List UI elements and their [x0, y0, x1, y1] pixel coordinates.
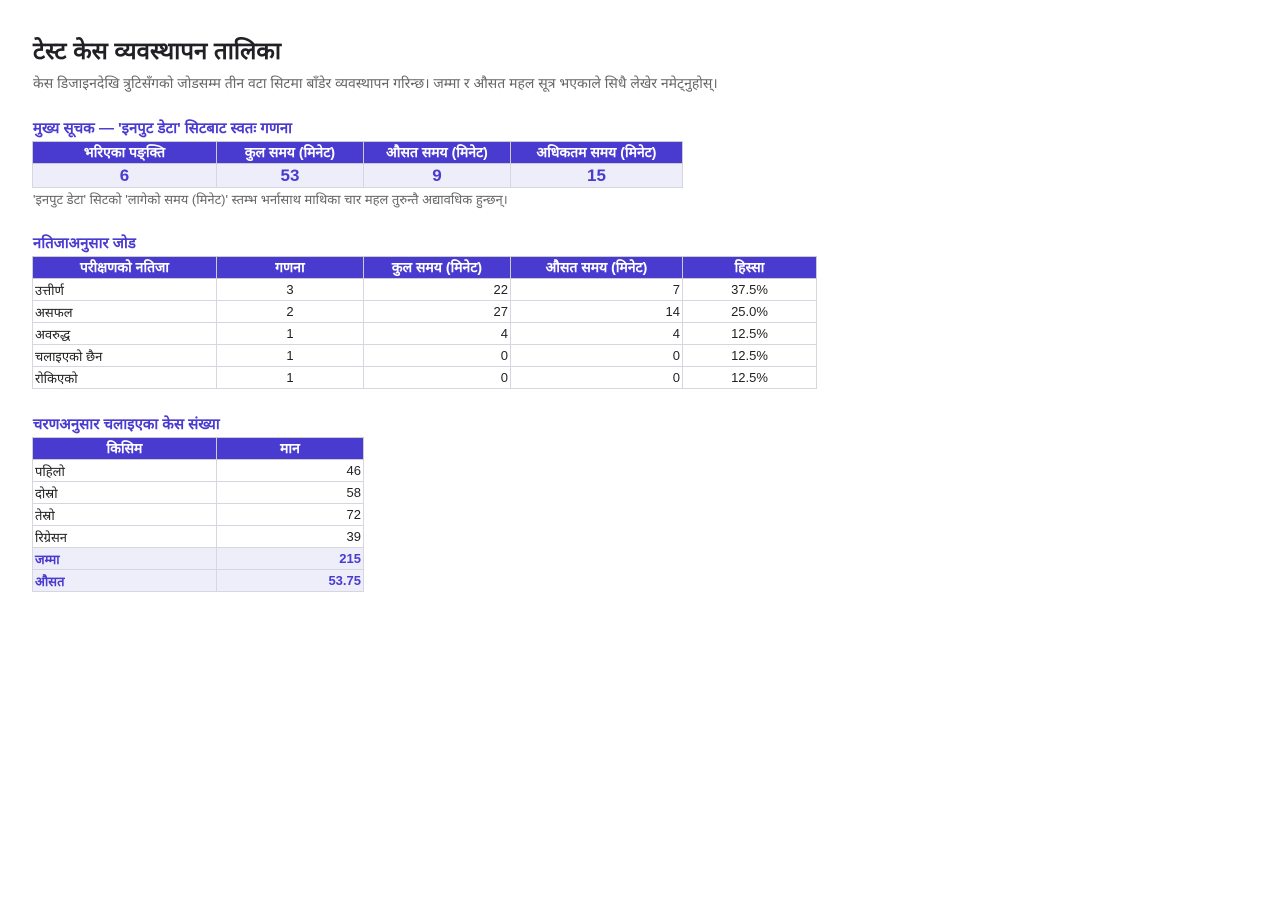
kpi-value: 6 — [32, 163, 217, 188]
cell: 1 — [216, 322, 364, 345]
cell: 72 — [216, 503, 364, 526]
column-header: औसत समय (मिनेट) — [510, 256, 683, 279]
cell: 4 — [363, 322, 511, 345]
kpi-value: 15 — [510, 163, 683, 188]
header-row: भरिएका पङ्क्ति कुल समय (मिनेट) औसत समय (मि… — [32, 141, 683, 164]
cell: 46 — [216, 459, 364, 482]
column-header: हिस्सा — [682, 256, 817, 279]
column-header: भरिएका पङ्क्ति — [32, 141, 217, 164]
column-header: अधिकतम समय (मिनेट) — [510, 141, 683, 164]
cell: 1 — [216, 366, 364, 389]
column-header: कुल समय (मिनेट) — [216, 141, 364, 164]
cell: रोकिएको — [32, 366, 217, 389]
title: टेस्ट केस व्यवस्थापन तालिका — [33, 38, 282, 65]
column-header: औसत समय (मिनेट) — [363, 141, 511, 164]
cell: 3 — [216, 278, 364, 301]
cell: अवरुद्ध — [32, 322, 217, 345]
data-row: रोकिएको 1 0 0 12.5% — [32, 366, 817, 389]
cell: तेस्रो — [32, 503, 217, 526]
cell: 1 — [216, 344, 364, 367]
cell: 39 — [216, 525, 364, 548]
cell: 12.5% — [682, 322, 817, 345]
cell: औसत — [32, 569, 217, 592]
column-header: कुल समय (मिनेट) — [363, 256, 511, 279]
column-header: परीक्षणको नतिजा — [32, 256, 217, 279]
data-row: चलाइएको छैन 1 0 0 12.5% — [32, 344, 817, 367]
cell: 7 — [510, 278, 683, 301]
section-heading: मुख्य सूचक — 'इनपुट डेटा' सिटबाट स्वतः ग… — [33, 120, 293, 137]
subtitle: केस डिजाइनदेखि त्रुटिसँगको जोडसम्म तीन व… — [33, 75, 718, 91]
data-row: असफल 2 27 14 25.0% — [32, 300, 817, 323]
kpi-table: भरिएका पङ्क्ति कुल समय (मिनेट) औसत समय (मि… — [32, 141, 683, 188]
cell: 25.0% — [682, 300, 817, 323]
data-row: उत्तीर्ण 3 22 7 37.5% — [32, 278, 817, 301]
summary-row: जम्मा 215 — [32, 547, 364, 570]
data-row: तेस्रो 72 — [32, 503, 364, 526]
cell: चलाइएको छैन — [32, 344, 217, 367]
cell: 0 — [510, 366, 683, 389]
phases-table: किसिम मान पहिलो 46 दोस्रो 58 तेस्रो 72 रिग्रेसन 3… — [32, 437, 364, 592]
cell: 27 — [363, 300, 511, 323]
cell: रिग्रेसन — [32, 525, 217, 548]
cell: 53.75 — [216, 569, 364, 592]
results-table: परीक्षणको नतिजा गणना कुल समय (मिनेट) औसत सम… — [32, 256, 817, 389]
cell: 14 — [510, 300, 683, 323]
cell: जम्मा — [32, 547, 217, 570]
header-row: परीक्षणको नतिजा गणना कुल समय (मिनेट) औसत सम… — [32, 256, 817, 279]
kpi-value: 53 — [216, 163, 364, 188]
cell: उत्तीर्ण — [32, 278, 217, 301]
cell: 215 — [216, 547, 364, 570]
cell: पहिलो — [32, 459, 217, 482]
cell: 58 — [216, 481, 364, 504]
kpi-row: 6 53 9 15 — [32, 163, 683, 188]
data-row: अवरुद्ध 1 4 4 12.5% — [32, 322, 817, 345]
data-row: दोस्रो 58 — [32, 481, 364, 504]
cell: 12.5% — [682, 344, 817, 367]
cell: 22 — [363, 278, 511, 301]
data-row: रिग्रेसन 39 — [32, 525, 364, 548]
column-header: मान — [216, 437, 364, 460]
cell: 2 — [216, 300, 364, 323]
data-row: पहिलो 46 — [32, 459, 364, 482]
section-heading: नतिजाअनुसार जोड — [33, 235, 136, 252]
section-heading: चरणअनुसार चलाइएका केस संख्या — [33, 416, 220, 433]
cell: असफल — [32, 300, 217, 323]
cell: 0 — [510, 344, 683, 367]
column-header: किसिम — [32, 437, 217, 460]
cell: 0 — [363, 344, 511, 367]
cell: 4 — [510, 322, 683, 345]
cell: 12.5% — [682, 366, 817, 389]
column-header: गणना — [216, 256, 364, 279]
kpi-value: 9 — [363, 163, 511, 188]
note: 'इनपुट डेटा' सिटको 'लागेको समय (मिनेट)' … — [33, 192, 508, 207]
cell: 37.5% — [682, 278, 817, 301]
header-row: किसिम मान — [32, 437, 364, 460]
cell: दोस्रो — [32, 481, 217, 504]
cell: 0 — [363, 366, 511, 389]
summary-row: औसत 53.75 — [32, 569, 364, 592]
